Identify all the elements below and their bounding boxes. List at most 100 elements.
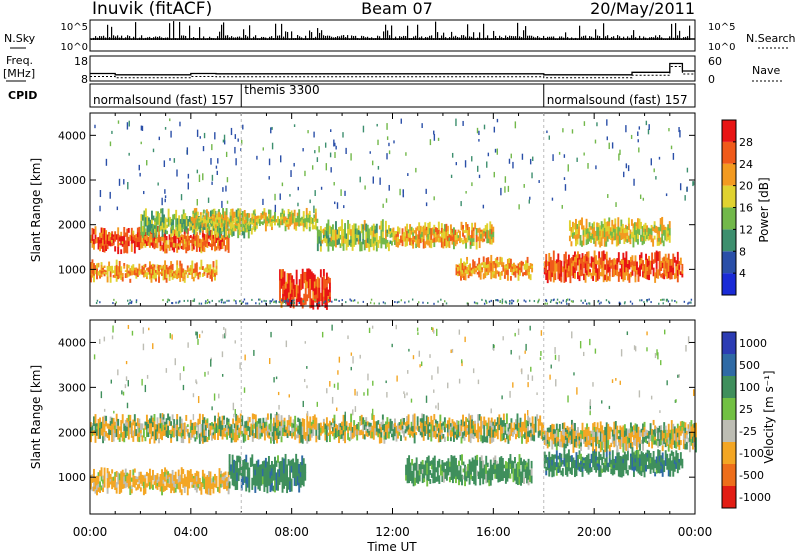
data-cell	[152, 228, 155, 234]
data-cell	[335, 432, 337, 438]
data-cell	[227, 236, 230, 245]
data-cell	[426, 480, 429, 487]
data-cell	[378, 428, 381, 434]
data-cell	[199, 136, 201, 139]
data-cell	[198, 433, 201, 444]
data-cell	[231, 462, 234, 471]
data-cell	[393, 140, 395, 144]
data-cell	[233, 472, 236, 480]
data-cell	[229, 432, 232, 436]
data-cell	[212, 435, 215, 439]
data-cell	[283, 210, 286, 214]
data-cell	[656, 234, 659, 239]
data-cell	[274, 422, 277, 432]
data-cell	[297, 285, 300, 294]
data-cell	[143, 222, 146, 230]
data-cell	[401, 228, 404, 235]
data-cell	[212, 214, 214, 217]
data-cell	[555, 301, 557, 304]
data-cell	[212, 242, 215, 247]
data-cell	[145, 276, 148, 280]
data-cell	[444, 462, 447, 466]
data-cell	[171, 469, 174, 478]
data-cell	[651, 260, 654, 270]
data-cell	[165, 424, 168, 431]
data-cell	[302, 211, 305, 216]
data-cell	[144, 243, 147, 248]
data-cell	[539, 430, 542, 436]
data-cell	[474, 420, 477, 425]
data-cell	[552, 271, 555, 283]
data-cell	[194, 263, 197, 269]
data-cell	[492, 231, 495, 238]
data-cell	[560, 260, 563, 267]
data-cell	[301, 455, 304, 466]
data-cell	[451, 152, 454, 158]
data-cell	[212, 234, 215, 240]
data-cell	[476, 272, 479, 275]
data-cell	[279, 426, 281, 432]
data-cell	[223, 140, 226, 145]
data-cell	[283, 480, 286, 489]
data-cell	[102, 227, 105, 235]
data-cell	[138, 479, 141, 485]
data-cell	[292, 216, 295, 221]
nsky-bar	[469, 36, 471, 40]
data-cell	[372, 421, 375, 428]
data-cell	[495, 422, 498, 427]
data-cell	[214, 480, 216, 485]
data-cell	[415, 426, 418, 430]
data-cell	[306, 268, 309, 276]
data-cell	[328, 225, 331, 231]
data-cell	[232, 429, 235, 435]
data-cell	[437, 432, 440, 438]
data-cell	[214, 473, 216, 478]
data-cell	[156, 482, 159, 487]
data-cell	[170, 242, 173, 248]
data-cell	[100, 267, 103, 272]
data-cell	[286, 217, 289, 221]
data-cell	[478, 174, 481, 179]
nsky-bar	[135, 22, 137, 40]
data-cell	[276, 420, 278, 429]
data-cell	[612, 228, 615, 233]
data-cell	[427, 301, 429, 304]
data-cell	[202, 211, 205, 216]
data-cell	[332, 245, 334, 251]
data-cell	[507, 185, 510, 192]
data-cell	[374, 225, 377, 230]
nsky-bar	[245, 35, 247, 40]
data-cell	[269, 302, 271, 305]
data-cell	[302, 458, 305, 468]
data-cell	[318, 431, 321, 436]
data-cell	[207, 264, 210, 267]
data-cell	[576, 157, 578, 162]
nsky-bar	[103, 35, 105, 40]
data-cell	[639, 299, 641, 302]
data-cell	[652, 238, 655, 243]
data-cell	[229, 434, 232, 438]
data-cell	[146, 230, 149, 236]
nsky-bar	[455, 35, 457, 40]
data-cell	[229, 230, 232, 236]
data-cell	[188, 245, 191, 251]
data-cell	[312, 431, 315, 436]
data-cell	[192, 299, 194, 302]
nsky-bar	[285, 31, 287, 40]
data-cell	[102, 479, 105, 485]
data-cell	[566, 259, 569, 265]
data-cell	[172, 224, 175, 231]
data-cell	[490, 224, 493, 230]
data-cell	[115, 487, 118, 494]
data-cell	[120, 432, 123, 438]
data-cell	[195, 265, 198, 270]
data-cell	[260, 212, 263, 216]
data-cell	[316, 243, 319, 252]
data-cell	[220, 230, 223, 235]
data-cell	[471, 419, 474, 425]
data-cell	[283, 271, 286, 279]
data-cell	[656, 237, 659, 243]
data-cell	[200, 432, 203, 438]
data-cell	[388, 184, 390, 191]
data-cell	[552, 250, 555, 262]
